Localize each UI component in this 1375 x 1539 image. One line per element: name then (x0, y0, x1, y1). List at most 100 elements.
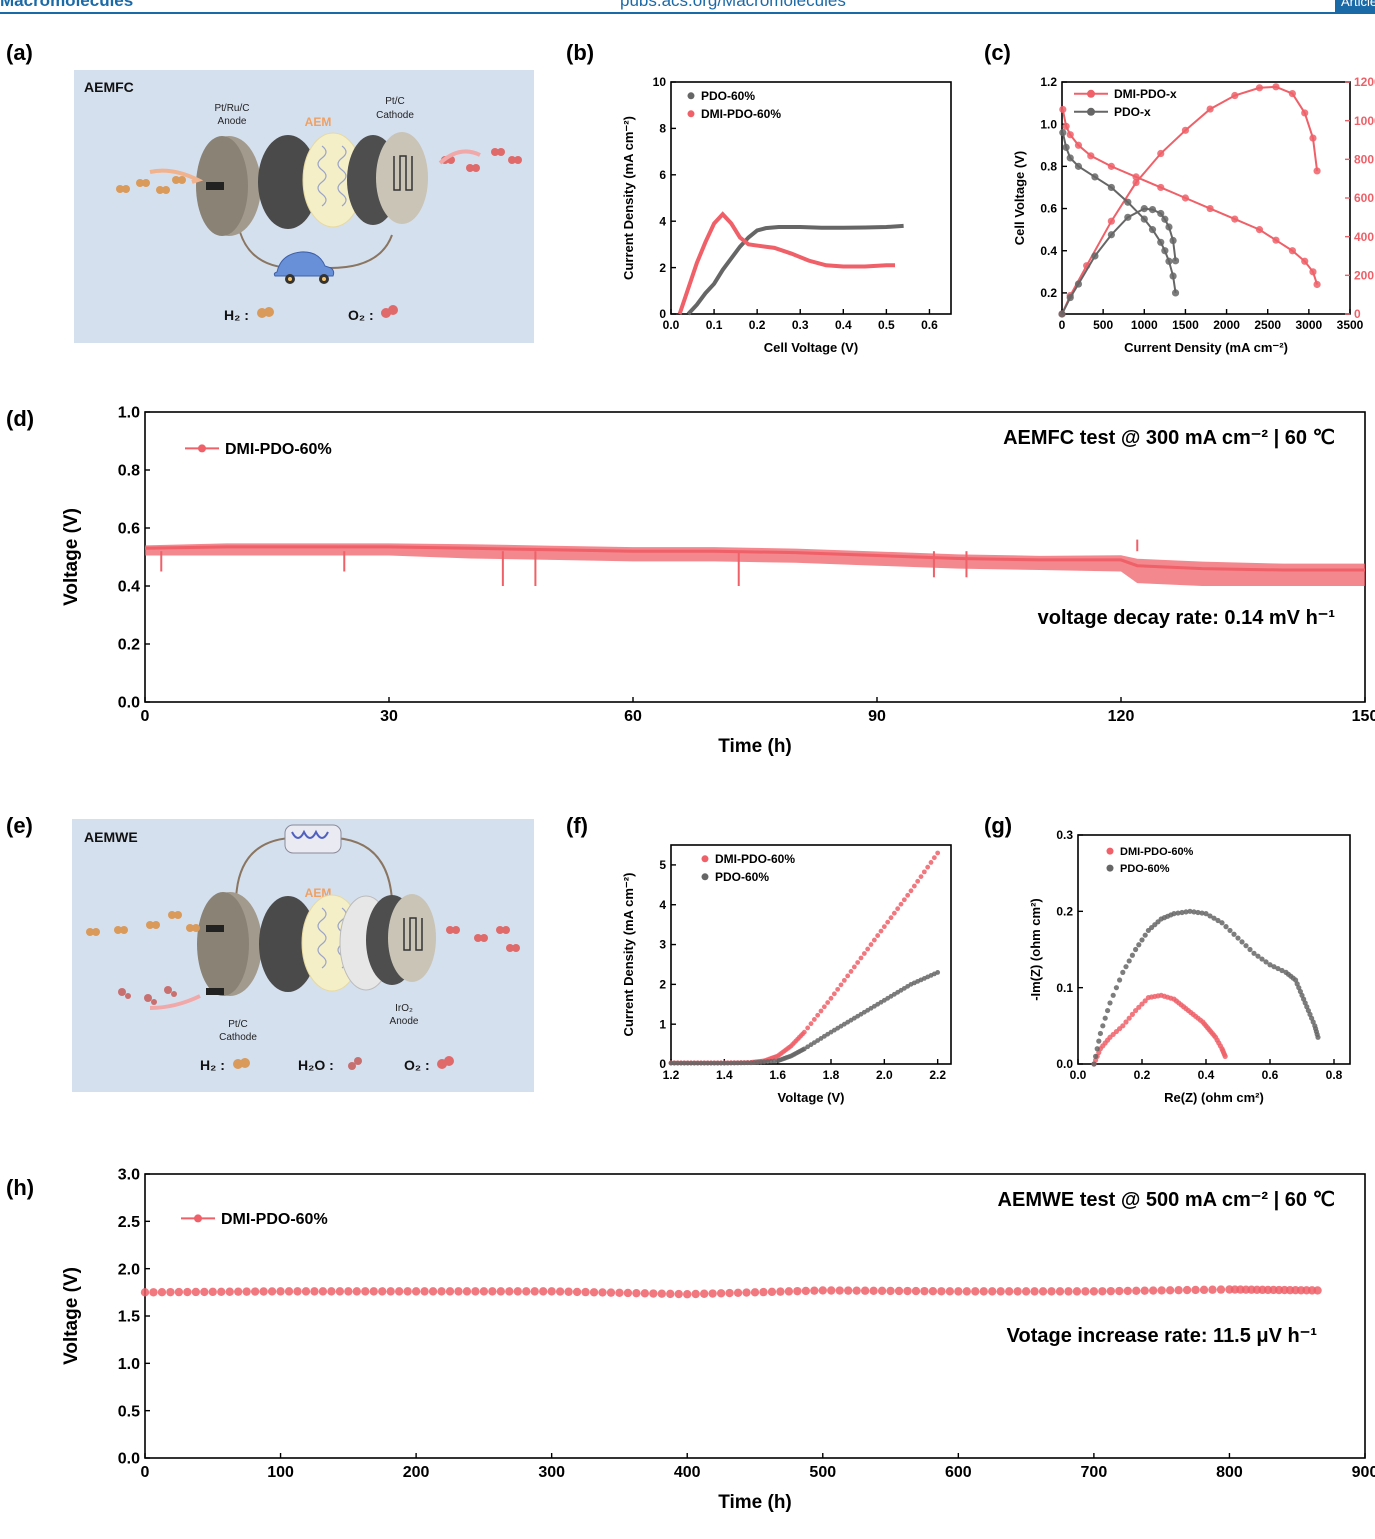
cathode-plate (376, 132, 428, 224)
series-point-dmi-pdo-60 (759, 1287, 768, 1297)
series-point-pdo-60- (1175, 910, 1181, 916)
series-point-dmi-pdo-60- (838, 982, 844, 988)
series-point-dmi-pdo-60 (725, 1288, 734, 1298)
y2-tick-label: 1200 (1354, 75, 1375, 89)
series-point-dmi-pdo-60- (1136, 1004, 1142, 1010)
x-tick-label: 0.6 (1262, 1068, 1279, 1082)
x-tick-label: 800 (1216, 1464, 1243, 1481)
y-tick-label: 0 (659, 1057, 666, 1071)
series-point-pdo-60- (668, 1060, 674, 1066)
y-tick-label: 0.1 (1056, 981, 1073, 995)
x-tick-label: 1.4 (716, 1068, 733, 1082)
y-tick-label: 5 (659, 858, 666, 872)
series-point-dmi-pdo-60 (352, 1287, 362, 1296)
series-point-pdo-60- (1251, 950, 1257, 956)
schematic-aemwe: AEMWE AEM (72, 819, 534, 1092)
series-point-dmi-pdo-60- (1120, 1023, 1126, 1029)
series-point-dmi-pdo-60 (1021, 1287, 1031, 1296)
series-point-dmi-pdo-60 (632, 1288, 641, 1298)
series-point-dmi-pdo-60- (901, 897, 907, 903)
y-tick-label: 1 (659, 1017, 666, 1031)
series-point-dmi-pdo-60 (522, 1287, 531, 1296)
series-pdo-x-point (1157, 238, 1165, 246)
series-point-dmi-pdo-60 (471, 1287, 480, 1296)
series-point-dmi-pdo-60 (1191, 1285, 1200, 1295)
series-point-dmi-pdo-60- (851, 964, 857, 970)
series-point-pdo-60- (698, 1060, 704, 1066)
series-point-dmi-pdo-60 (496, 1287, 506, 1296)
plot-frame (670, 844, 952, 1065)
series-point-pdo-60- (1215, 917, 1221, 924)
series-point-dmi-pdo-60 (488, 1287, 497, 1296)
series-dmi-pdo-x-power-point (1231, 91, 1239, 100)
y-tick-label: 0.8 (1040, 160, 1057, 174)
series-point-dmi-pdo-60 (513, 1287, 522, 1296)
journal-url[interactable]: pubs.acs.org/Macromolecules (620, 0, 846, 10)
x-tick-label: 1500 (1172, 318, 1199, 332)
series-point-dmi-pdo-60 (988, 1287, 997, 1296)
x-tick-label: 400 (674, 1464, 701, 1481)
series-dmi-pdo-x-point (1272, 236, 1280, 244)
series-point-dmi-pdo-60- (1222, 1053, 1228, 1059)
y-tick-label: 2 (659, 978, 666, 992)
x-tick-label: 0 (1059, 318, 1066, 332)
series-pdo-x-power-point (1107, 231, 1115, 239)
x-tick-label: 500 (1093, 318, 1113, 332)
series-point-pdo-60- (1136, 942, 1142, 948)
legend-label: DMI-PDO-x (1114, 87, 1177, 101)
y-tick-label: 2.5 (118, 1214, 140, 1231)
y-tick-label: 0 (659, 307, 666, 321)
series-point-dmi-pdo-60 (301, 1287, 311, 1296)
series-point-dmi-pdo-60- (885, 919, 891, 925)
series-point-dmi-pdo-60 (1123, 1286, 1132, 1296)
series-point-dmi-pdo-60 (623, 1288, 633, 1298)
series-point-dmi-pdo-60 (411, 1287, 421, 1296)
series-point-pdo-60- (1219, 920, 1225, 926)
plot-frame (1077, 834, 1351, 1065)
legend-marker (1106, 847, 1114, 855)
legend-label: DMI-PDO-60% (221, 1211, 328, 1228)
legend-marker (194, 1214, 202, 1223)
series-point-dmi-pdo-60 (733, 1288, 743, 1298)
y-tick-label: 0.6 (118, 521, 140, 538)
series-point-dmi-pdo-60 (1106, 1286, 1116, 1296)
series-point-dmi-pdo-60 (649, 1289, 658, 1298)
series-pdo-x-power-line (1061, 207, 1177, 315)
series-point-pdo-60- (695, 1060, 701, 1066)
series-point-pdo-60- (1279, 967, 1285, 974)
series-point-dmi-pdo-60 (1148, 1286, 1158, 1295)
series-point-pdo-60- (1203, 911, 1209, 917)
series-point-dmi-pdo-60- (891, 910, 897, 916)
series-point-dmi-pdo-60 (166, 1287, 175, 1297)
series-point-dmi-pdo-60- (835, 986, 841, 992)
panel-label-f: (f) (566, 813, 588, 838)
anode-label: Anode (218, 116, 247, 127)
series-point-dmi-pdo-60- (918, 874, 924, 880)
series-point-dmi-pdo-60 (462, 1287, 472, 1296)
h2o-legend-icon-e (348, 1057, 362, 1070)
o2-legend-icon (381, 305, 398, 318)
series-point-dmi-pdo-60 (750, 1288, 760, 1297)
series-point-pdo-60- (705, 1060, 711, 1066)
series-point-dmi-pdo-60 (699, 1289, 709, 1298)
legend-marker (687, 110, 695, 118)
x-tick-label: 0.1 (706, 318, 723, 332)
series-point-dmi-pdo-60 (894, 1286, 904, 1296)
x-tick-label: 0 (141, 708, 150, 725)
series-point-dmi-pdo-60 (183, 1287, 192, 1297)
series-dmi-pdo-x-point (1059, 105, 1067, 114)
series-point-dmi-pdo-60 (827, 1286, 836, 1295)
series-point-pdo-60- (1187, 908, 1193, 914)
series-point-pdo-60- (1191, 909, 1197, 915)
legend-marker (701, 855, 709, 863)
series-pdo-x-power-point (1165, 223, 1173, 231)
series-dmi-pdo-x-point (1313, 280, 1321, 289)
series-dmi-pdo-x-power-point (1272, 83, 1280, 91)
series-dmi-pdo-x-point (1206, 204, 1214, 213)
series-point-dmi-pdo-60 (1013, 1287, 1022, 1296)
series-dmi-pdo-x-power-point (1288, 90, 1296, 98)
series-point-dmi-pdo-60 (640, 1289, 650, 1298)
series-pdo-x-power-point (1058, 310, 1066, 318)
series-point-pdo-60- (1243, 943, 1249, 949)
series-pdo-x-point (1107, 183, 1115, 192)
